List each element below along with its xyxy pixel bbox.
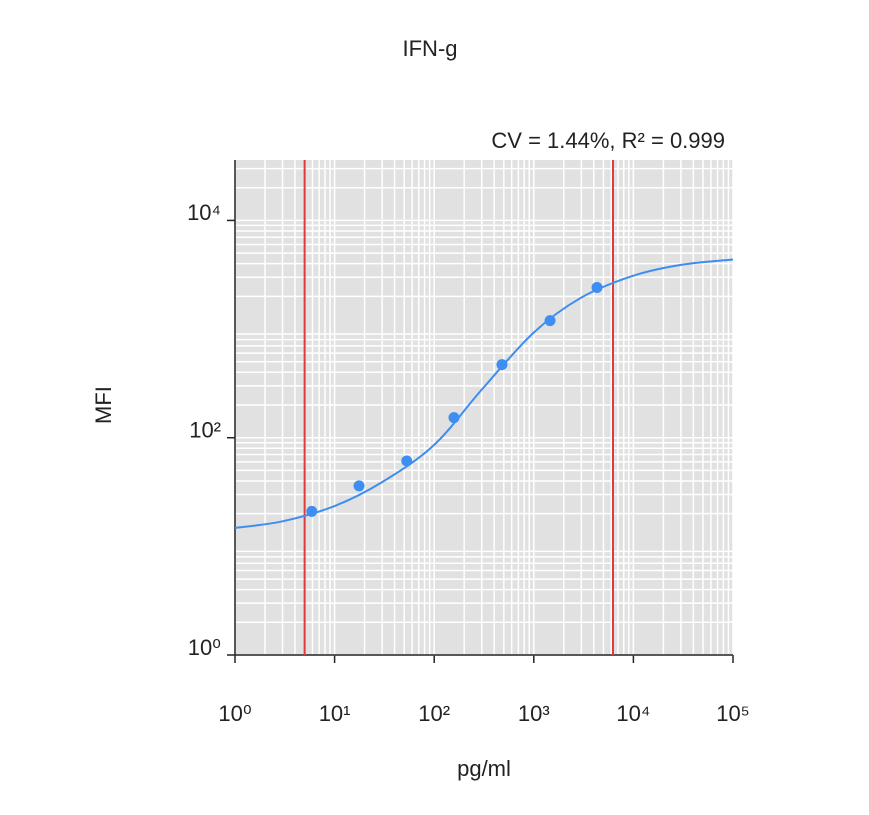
data-point: [353, 480, 365, 492]
x-axis-label: pg/ml: [457, 756, 511, 781]
y-tick-label: 10⁰: [188, 635, 221, 660]
data-point: [306, 505, 318, 517]
y-tick-label: 10²: [189, 418, 221, 443]
x-tick-label: 10⁴: [616, 701, 650, 726]
x-tick-label: 10¹: [319, 701, 351, 726]
data-point: [544, 315, 556, 327]
data-point: [591, 282, 603, 294]
data-point: [401, 455, 413, 467]
x-tick-label: 10⁰: [218, 701, 251, 726]
data-point: [448, 412, 460, 424]
y-tick-label: 10⁴: [187, 200, 221, 225]
fit-curve: [234, 258, 734, 529]
annotation: CV = 1.44%, R² = 0.999: [491, 128, 725, 153]
chart-title: IFN-g: [403, 36, 458, 61]
x-tick-label: 10²: [418, 701, 450, 726]
y-axis-label: MFI: [91, 386, 116, 424]
data-point: [496, 359, 508, 371]
x-tick-label: 10³: [518, 701, 550, 726]
plot-area: [235, 160, 733, 655]
x-tick-label: 10⁵: [716, 701, 750, 726]
